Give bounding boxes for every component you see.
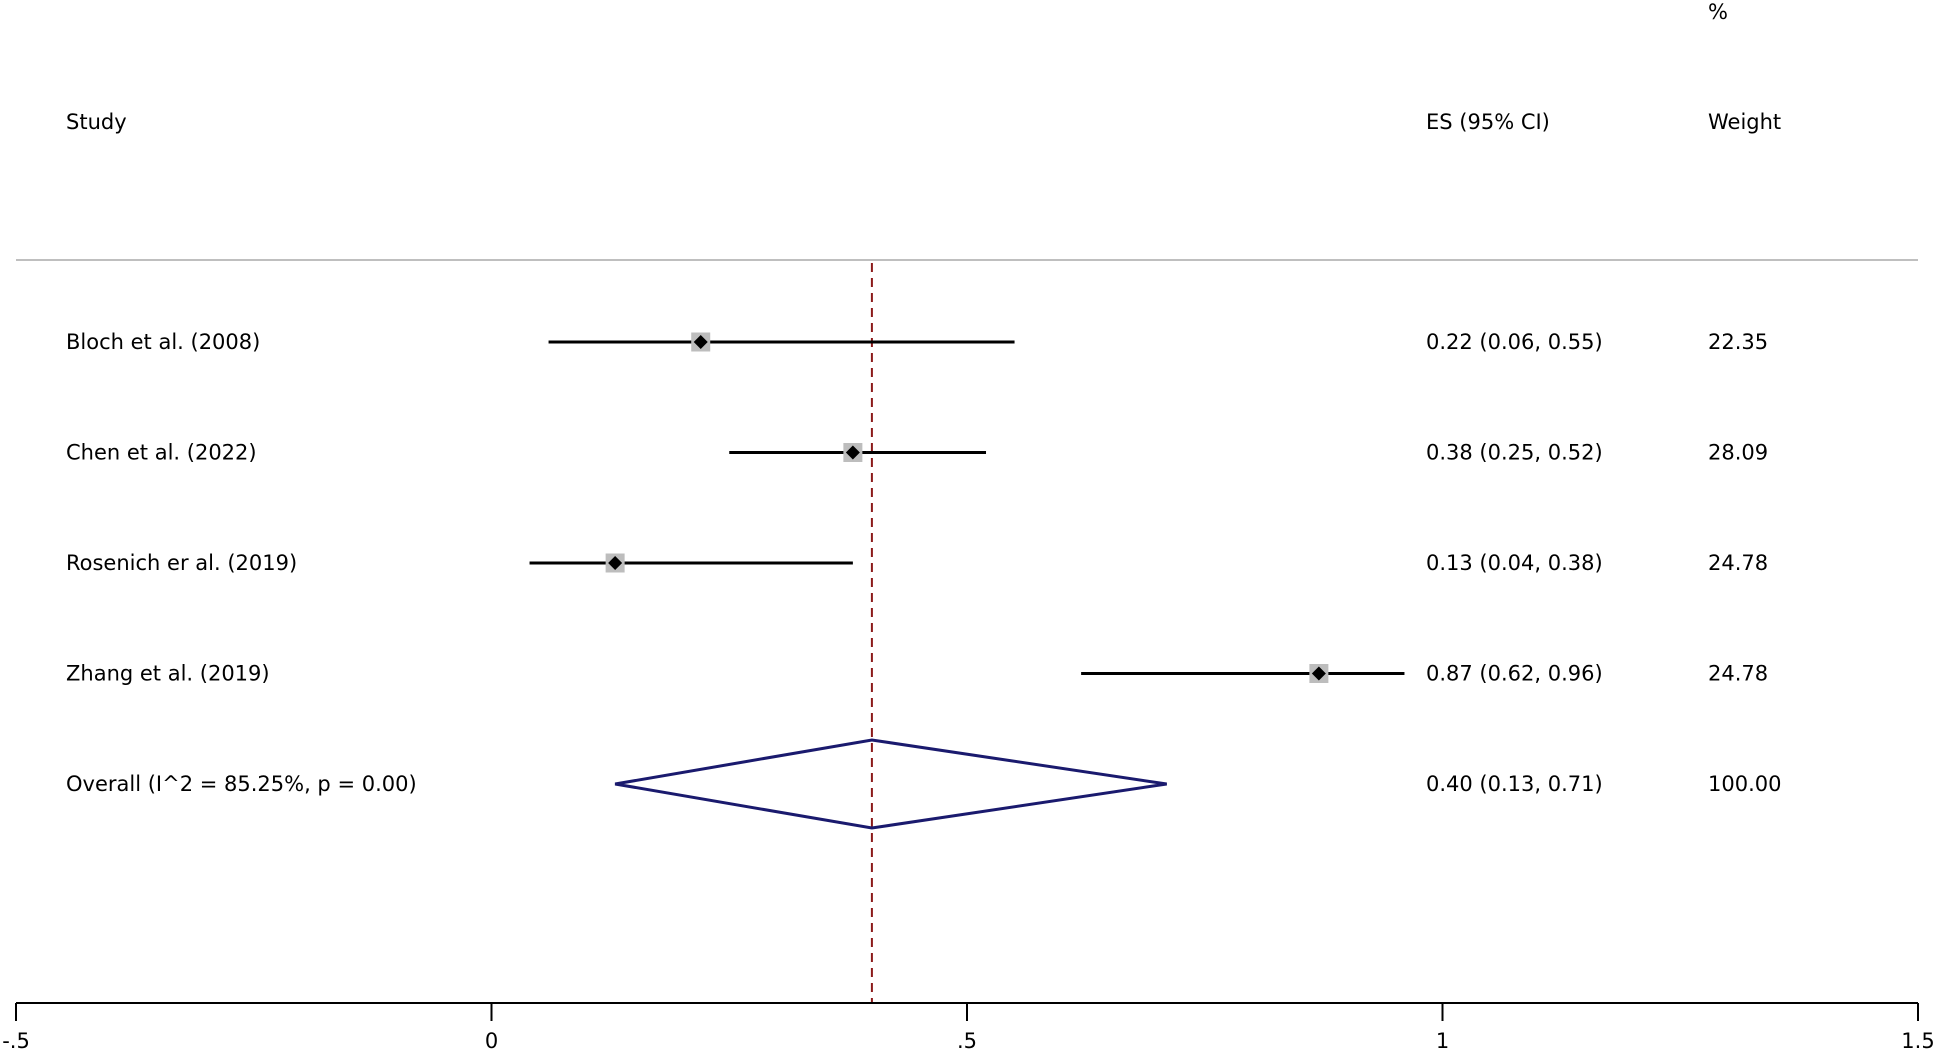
weight-value: 24.78 bbox=[1708, 662, 1768, 686]
study-row: Zhang et al. (2019) 0.87 (0.62, 0.96) 24.7… bbox=[66, 662, 1768, 686]
study-row: Chen et al. (2022) 0.38 (0.25, 0.52) 28.09 bbox=[66, 441, 1768, 465]
study-label: Bloch et al. (2008) bbox=[66, 330, 260, 354]
study-label: Zhang et al. (2019) bbox=[66, 662, 270, 686]
overall-label: Overall (I^2 = 85.25%, p = 0.00) bbox=[66, 772, 417, 796]
point-estimate-marker bbox=[1311, 666, 1326, 681]
x-tick-label: 1 bbox=[1436, 1029, 1449, 1053]
weight-value: 24.78 bbox=[1708, 551, 1768, 575]
es-ci-value: 0.13 (0.04, 0.38) bbox=[1426, 551, 1603, 575]
overall-weight-value: 100.00 bbox=[1708, 772, 1781, 796]
point-estimate-marker bbox=[845, 445, 860, 460]
weight-header-percent: % bbox=[1708, 0, 1728, 24]
overall-diamond bbox=[614, 738, 1167, 830]
weight-value: 28.09 bbox=[1708, 441, 1768, 465]
point-estimate-marker bbox=[693, 335, 708, 349]
study-column-header: Study bbox=[66, 110, 127, 134]
x-tick-label: 0 bbox=[485, 1029, 498, 1053]
x-axis: -.5 0 .5 1 1.5 bbox=[2, 1002, 1935, 1053]
study-label: Rosenich er al. (2019) bbox=[66, 551, 297, 575]
x-tick-label: .5 bbox=[957, 1029, 977, 1053]
study-rows: Bloch et al. (2008) 0.22 (0.06, 0.55) 22.3… bbox=[66, 330, 1768, 686]
study-row: Rosenich er al. (2019) 0.13 (0.04, 0.38) 2… bbox=[66, 551, 1768, 575]
x-tick-label: 1.5 bbox=[1901, 1029, 1934, 1053]
overall-row: Overall (I^2 = 85.25%, p = 0.00) 0.40 (0.… bbox=[66, 738, 1781, 830]
study-row: Bloch et al. (2008) 0.22 (0.06, 0.55) 22.3… bbox=[66, 330, 1768, 354]
overall-es-ci-value: 0.40 (0.13, 0.71) bbox=[1426, 772, 1603, 796]
x-tick-label: -.5 bbox=[2, 1029, 30, 1053]
weight-column-header: Weight bbox=[1708, 110, 1781, 134]
point-estimate-marker bbox=[608, 556, 623, 570]
es-ci-value: 0.22 (0.06, 0.55) bbox=[1426, 330, 1603, 354]
es-ci-value: 0.87 (0.62, 0.96) bbox=[1426, 662, 1603, 686]
es-ci-value: 0.38 (0.25, 0.52) bbox=[1426, 441, 1603, 465]
study-label: Chen et al. (2022) bbox=[66, 441, 257, 465]
weight-value: 22.35 bbox=[1708, 330, 1768, 354]
es-column-header: ES (95% CI) bbox=[1426, 110, 1550, 134]
